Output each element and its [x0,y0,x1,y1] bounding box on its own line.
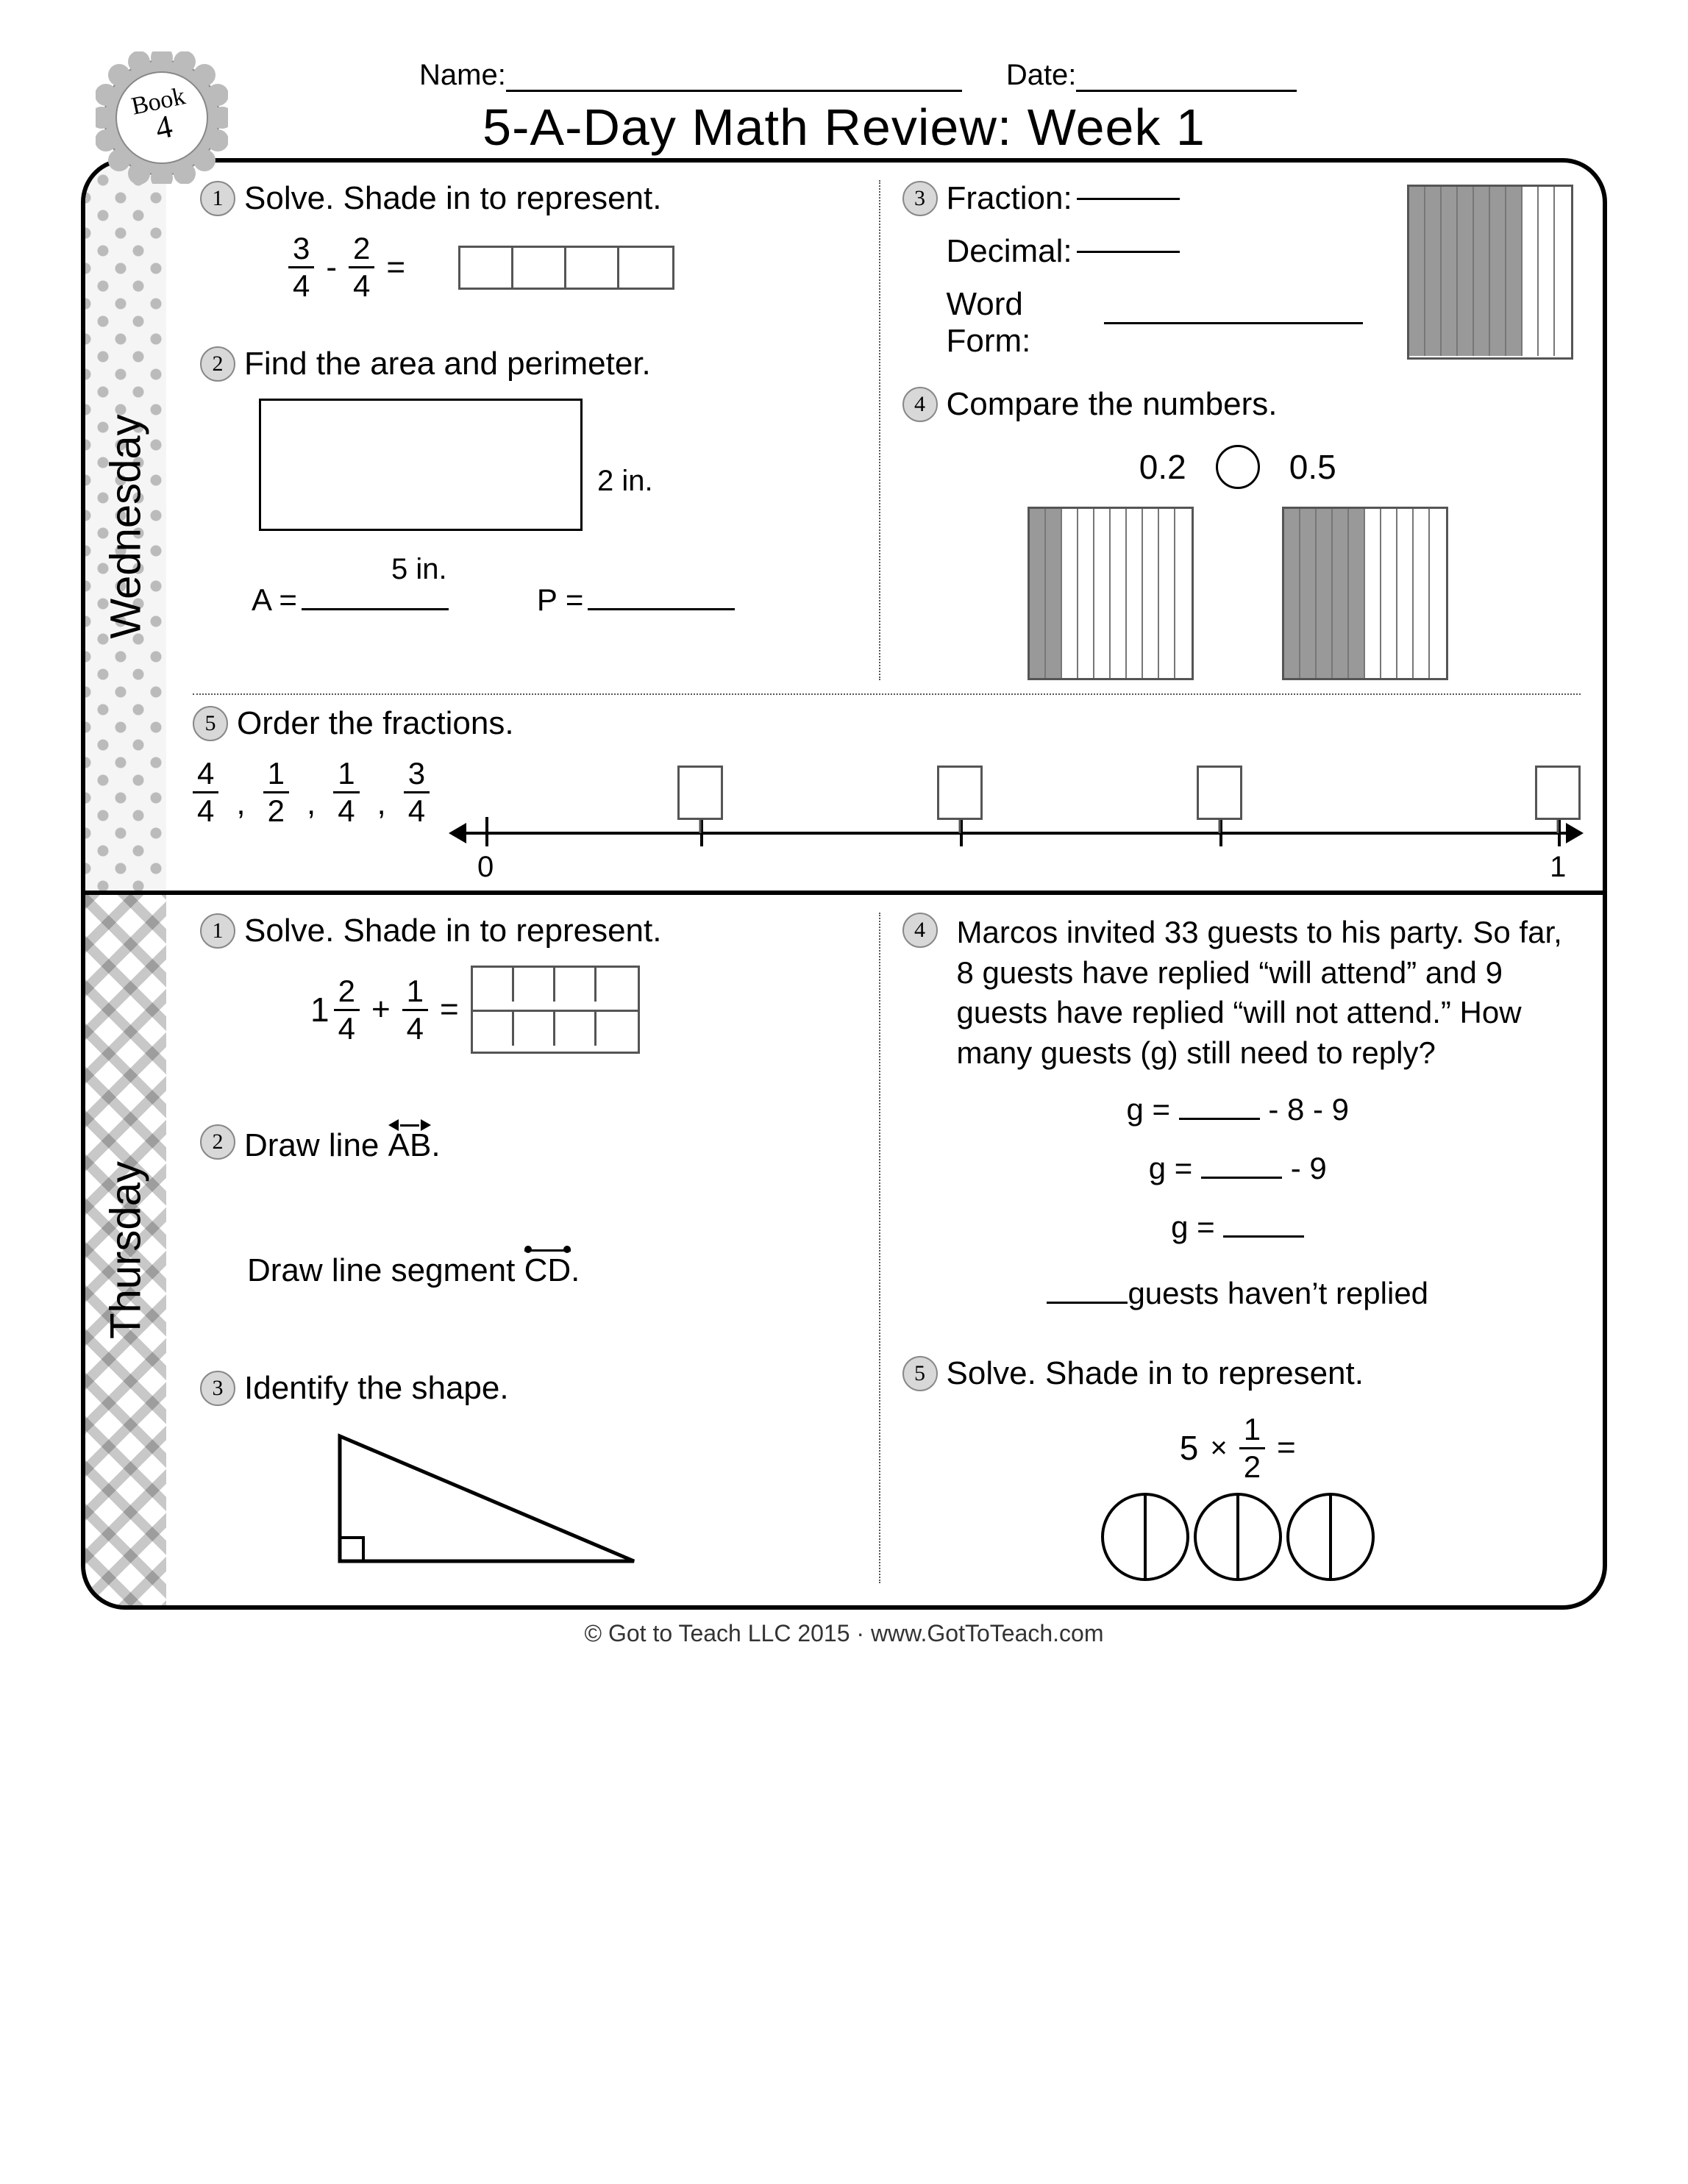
header-fields: Name: Date: [419,59,1607,92]
triangle-shape [325,1421,872,1583]
half-circle[interactable] [1286,1493,1375,1581]
wed-q2-num: 2 [200,346,235,382]
wed-q4-num: 4 [902,387,938,422]
book-badge: Book 4 [96,51,228,184]
wednesday-label: Wednesday [102,414,151,638]
wednesday-content: 1 Solve. Shade in to represent. 3 4 - 2 [166,163,1603,891]
half-circle[interactable] [1101,1493,1189,1581]
wed-q4-prompt: Compare the numbers. [947,386,1278,423]
compare-left: 0.2 [1139,447,1186,487]
thu-q5-circles[interactable] [902,1493,1574,1581]
footer: © Got to Teach LLC 2015 · www.GotToTeach… [81,1620,1607,1647]
wed-q1-prompt: Solve. Shade in to represent. [244,180,661,217]
date-label: Date: [1006,59,1077,92]
half-circle[interactable] [1194,1493,1282,1581]
nl-box[interactable] [1535,766,1581,820]
wednesday-tab: Wednesday [85,163,166,891]
width-label: 5 in. [391,553,447,586]
thu-q1-equation[interactable]: 1 24 + 14 = [310,966,872,1054]
model-left [1028,507,1194,680]
wed-q4-compare[interactable]: 0.2 0.5 [902,445,1574,489]
thu-q1: 1 Solve. Shade in to represent. [200,913,872,949]
thu-q1-num: 1 [200,913,235,949]
nl-box[interactable] [1197,766,1242,820]
perim-label: P = [537,582,583,617]
wed-left-col: 1 Solve. Shade in to represent. 3 4 - 2 [193,180,879,680]
name-blank[interactable] [506,90,962,92]
thu-q4-text: Marcos invited 33 guests to his party. S… [957,913,1574,1073]
nl-box[interactable] [677,766,723,820]
thu-q2-b: Draw line segment CD. [247,1245,872,1289]
name-field[interactable]: Name: [419,59,962,92]
area-blank[interactable] [302,608,449,610]
decimal-label: Decimal: [947,233,1072,270]
wed-right-col: 3 Fraction: Decimal: Word Form: [879,180,1581,680]
wed-q1: 1 Solve. Shade in to represent. [200,180,872,217]
wed-q5-fractions: 44, 12, 14, 34 [193,758,430,827]
worksheet-page: Book 4 Name: Date: 5-A-Day Math Review: … [0,0,1688,1677]
thu-q1-prompt: Solve. Shade in to represent. [244,913,661,949]
wed-q5: 5 Order the fractions. 44, 12, 14, 34 [193,693,1581,868]
thu-q4-num: 4 [902,913,938,948]
wed-q2: 2 Find the area and perimeter. [200,346,872,382]
thu-q4: 4 Marcos invited 33 guests to his party.… [902,913,1574,1073]
wed-q2-answers[interactable]: A = P = [252,582,872,618]
perim-blank[interactable] [588,608,735,610]
thu-left-col: 1 Solve. Shade in to represent. 1 24 + 1… [193,913,879,1583]
thu-q5-prompt: Solve. Shade in to represent. [947,1355,1364,1392]
height-label: 2 in. [597,465,653,498]
wed-q1-strip[interactable] [458,246,674,290]
thu-q3-prompt: Identify the shape. [244,1370,509,1407]
name-label: Name: [419,59,506,92]
wed-q5-prompt: Order the fractions. [237,705,514,742]
wed-q2-prompt: Find the area and perimeter. [244,346,651,382]
rectangle [259,399,583,531]
wed-q3-model [1407,185,1573,360]
wednesday-row: Wednesday 1 Solve. Shade in to represent… [85,163,1603,891]
wed-q1-frac1: 3 4 [288,233,314,301]
mixed-number: 1 24 [310,976,360,1044]
compare-right: 0.5 [1289,447,1336,487]
wed-q4: 4 Compare the numbers. [902,386,1574,423]
thu-q5: 5 Solve. Shade in to represent. [902,1355,1574,1392]
wed-q1-frac2: 2 4 [349,233,374,301]
segment-cd: CD [524,1245,571,1289]
thursday-tab: Thursday [85,895,166,1605]
thu-q1-model[interactable] [471,966,640,1054]
fraction-label: Fraction: [947,180,1072,217]
thu-q4-steps[interactable]: g = - 8 - 9 g = - 9 g = guests haven’t r… [902,1080,1574,1322]
wed-q5-num: 5 [193,706,228,741]
wed-q3-num: 3 [902,181,938,216]
thu-right-col: 4 Marcos invited 33 guests to his party.… [879,913,1581,1583]
thursday-content: 1 Solve. Shade in to represent. 1 24 + 1… [166,895,1603,1605]
model-right [1282,507,1448,680]
wed-q3: 3 Fraction: Decimal: Word Form: [902,180,1574,360]
nl-box[interactable] [937,766,983,820]
thursday-row: Thursday 1 Solve. Shade in to represent.… [85,891,1603,1605]
wed-q1-equation[interactable]: 3 4 - 2 4 = [288,233,872,301]
page-title: 5-A-Day Math Review: Week 1 [81,98,1607,157]
wed-q2-figure: 2 in. 5 in. [200,399,872,531]
thursday-label: Thursday [102,1161,151,1339]
thu-q3: 3 Identify the shape. [200,1370,872,1407]
main-frame: Wednesday 1 Solve. Shade in to represent… [81,158,1607,1610]
word-label: Word Form: [947,286,1104,360]
compare-circle[interactable] [1216,445,1260,489]
wed-q1-num: 1 [200,181,235,216]
thu-q3-num: 3 [200,1371,235,1406]
thu-q5-num: 5 [902,1356,938,1391]
fraction-blank[interactable] [1077,198,1180,200]
thu-q2: 2 Draw line AB. [200,1120,872,1164]
date-field[interactable]: Date: [1006,59,1297,92]
thu-q2-num: 2 [200,1124,235,1160]
date-blank[interactable] [1076,90,1297,92]
line-ab: AB [388,1120,432,1164]
number-line[interactable]: 0 1 [452,766,1581,868]
thu-q5-expr: 5 × 12 = [902,1414,1574,1482]
area-label: A = [252,582,297,617]
word-blank[interactable] [1104,322,1363,324]
decimal-blank[interactable] [1077,251,1180,253]
wed-q4-models [902,507,1574,680]
